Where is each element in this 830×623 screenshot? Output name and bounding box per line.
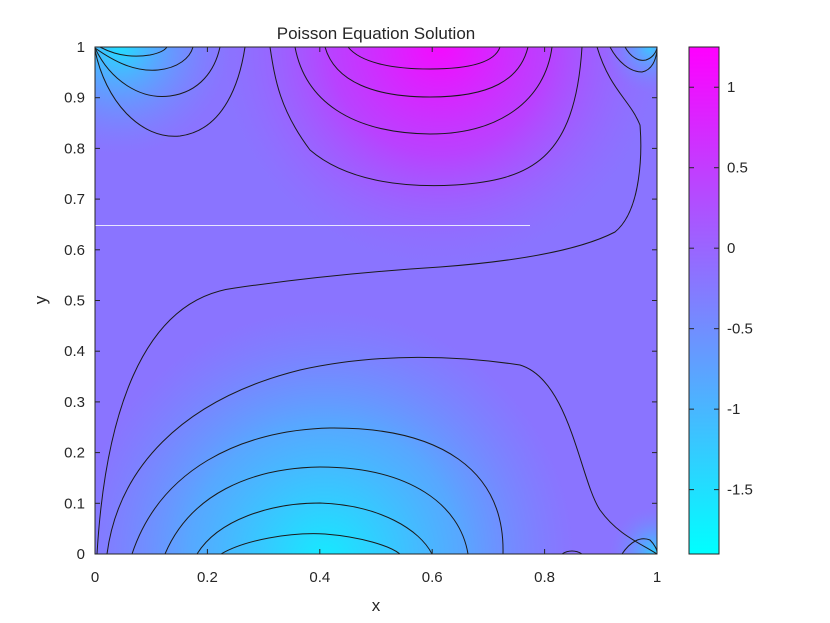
y-tick-label: 0.3 [64, 394, 85, 411]
x-tick-label: 0.6 [422, 569, 443, 586]
x-tick-label: 0 [91, 569, 99, 586]
heatmap-bottom-right-low [95, 47, 657, 554]
colorbar-gradient [688, 46, 720, 555]
contour-line [95, 47, 194, 71]
x-tick-label: 0.2 [197, 569, 218, 586]
y-tick-label: 0.1 [64, 495, 85, 512]
contour-line [561, 550, 583, 554]
colorbar: 1 0.5 0 -0.5 -1 -1.5 [688, 46, 753, 555]
y-tick-label: 1 [77, 39, 85, 56]
colorbar-ticks: 1 0.5 0 -0.5 -1 -1.5 [689, 79, 753, 499]
y-tick-label: 0.5 [64, 293, 85, 310]
y-ticks: 0 0.1 0.2 0.3 0.4 0.5 0.6 0.7 0.8 0.9 1 [64, 39, 657, 563]
contour-line [95, 47, 246, 137]
colorbar-tick-label: -0.5 [727, 321, 753, 338]
colorbar-tick-label: 0.5 [727, 160, 748, 177]
x-tick-label: 0.4 [309, 569, 330, 586]
contour-line [324, 47, 529, 98]
contour-line [269, 47, 583, 187]
contour-line [624, 47, 657, 61]
y-tick-label: 0.9 [64, 90, 85, 107]
chart-title: Poisson Equation Solution [277, 24, 475, 43]
y-axis-label: y [31, 295, 50, 304]
contour-line [164, 466, 469, 554]
axes: 0 0.2 0.4 0.6 0.8 1 0 0.1 0.2 0.3 0.4 0.5 0.6 0.7 0.8… [64, 39, 661, 586]
contour-line [609, 47, 657, 73]
contour-line [99, 47, 168, 57]
x-tick-label: 0.8 [534, 569, 555, 586]
contour-lines [95, 47, 657, 554]
y-tick-label: 0.7 [64, 191, 85, 208]
plot-area [95, 47, 657, 554]
y-tick-label: 0.8 [64, 140, 85, 157]
contour-line [131, 427, 504, 554]
contour-line [96, 47, 642, 554]
contour-line [106, 356, 657, 554]
contour-line [347, 47, 501, 70]
y-tick-label: 0.2 [64, 445, 85, 462]
colorbar-tick-label: 0 [727, 240, 735, 257]
colorbar-tick-label: -1.5 [727, 482, 753, 499]
contour-line [294, 47, 553, 135]
contour-line [220, 533, 401, 554]
x-tick-label: 1 [653, 569, 661, 586]
y-tick-label: 0.4 [64, 343, 85, 360]
contour-line [196, 502, 433, 554]
x-ticks: 0 0.2 0.4 0.6 0.8 1 [91, 47, 661, 586]
y-tick-label: 0.6 [64, 242, 85, 259]
colorbar-tick-label: 1 [727, 79, 735, 96]
contour-line [621, 538, 657, 554]
colorbar-tick-label: -1 [727, 401, 740, 418]
y-tick-label: 0 [77, 546, 85, 563]
x-axis-label: x [372, 596, 381, 615]
contour-line [95, 47, 221, 98]
